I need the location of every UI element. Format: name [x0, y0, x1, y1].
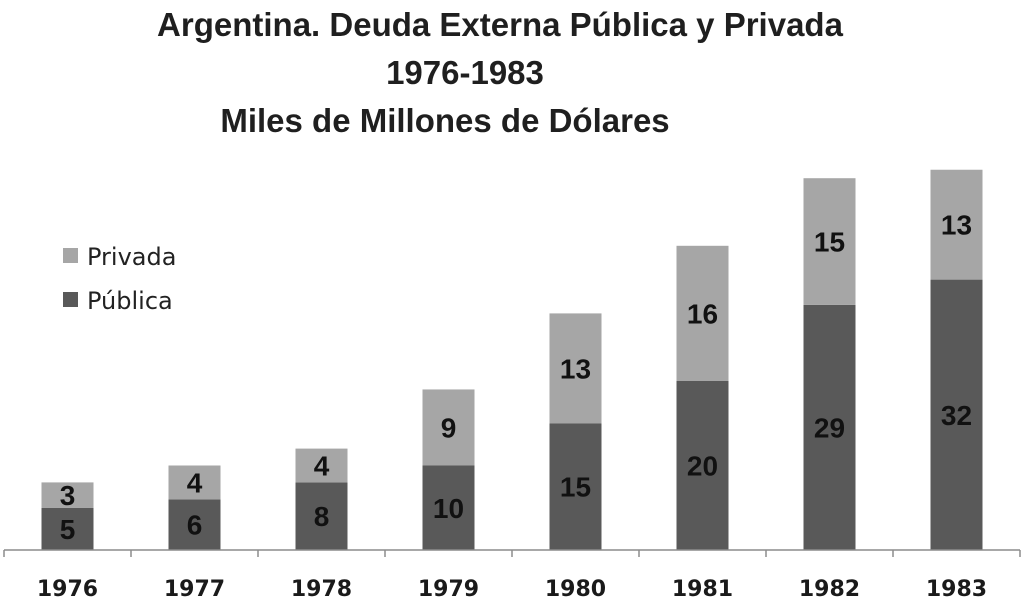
bar-privada-1983 — [930, 169, 983, 280]
bar-privada-1977 — [168, 465, 221, 500]
bar-privada-1982 — [803, 178, 856, 305]
x-tick-label-1976: 1976 — [37, 577, 98, 602]
bar-publica-1983 — [930, 279, 983, 550]
data-label-publica-1977: 6 — [187, 510, 203, 541]
legend-label-publica: Pública — [87, 287, 173, 315]
data-label-privada-1979: 9 — [441, 412, 457, 443]
data-label-publica-1982: 29 — [814, 412, 845, 443]
data-label-privada-1978: 4 — [314, 451, 330, 482]
bars-layer: 53 6 4 8 4 10 9 15 13 20 16 29 15 32 13 — [41, 169, 983, 550]
legend-swatch-privada — [63, 248, 78, 263]
data-label-publica-1980: 15 — [560, 472, 591, 503]
x-tick-label-1978: 1978 — [291, 577, 352, 602]
bar-privada-1978 — [295, 448, 348, 483]
bar-publica-1982 — [803, 304, 856, 550]
x-tick-label-1980: 1980 — [545, 577, 606, 602]
chart-subtitle: 1976-1983 — [386, 54, 544, 91]
x-axis: 1976 1977 1978 1979 1980 1981 1982 1983 — [3, 549, 1021, 602]
data-label-privada-1980: 13 — [560, 353, 591, 384]
x-tick-label-1982: 1982 — [799, 577, 860, 602]
bar-publica-1979 — [422, 465, 475, 550]
legend-swatch-publica — [63, 292, 78, 307]
bar-privada-1979 — [422, 389, 475, 466]
x-tick-label-1983: 1983 — [926, 577, 987, 602]
data-label-privada-1981: 16 — [687, 298, 718, 329]
x-tick-label-1981: 1981 — [672, 577, 733, 602]
data-label-privada-1982: 15 — [814, 227, 845, 258]
data-label-publica-1983: 32 — [941, 400, 972, 431]
data-label-publica-1981: 20 — [687, 451, 718, 482]
x-tick-label-1979: 1979 — [418, 577, 479, 602]
bar-publica-1977 — [168, 499, 221, 550]
chart-unit-label: Miles de Millones de Dólares — [220, 102, 670, 139]
bar-privada-1976 — [41, 482, 94, 508]
bar-privada-1981 — [676, 245, 729, 381]
x-tick-label-1977: 1977 — [164, 577, 225, 602]
legend-label-privada: Privada — [87, 243, 176, 271]
data-label-privada-1983: 13 — [941, 210, 972, 241]
bar-publica-1980 — [549, 423, 602, 550]
chart-title: Argentina. Deuda Externa Pública y Priva… — [157, 6, 843, 43]
data-label-publica-1976: 5 — [60, 514, 76, 545]
bar-privada-1980 — [549, 313, 602, 424]
bar-publica-1981 — [676, 381, 729, 550]
bar-publica-1978 — [295, 482, 348, 550]
data-label-privada-1977: 4 — [187, 467, 203, 498]
bar-publica-1976 — [41, 507, 94, 550]
data-label-publica-1979: 10 — [433, 493, 464, 524]
data-label-privada-1976: 3 — [60, 480, 76, 511]
legend: Privada Pública — [63, 243, 176, 315]
data-label-publica-1978: 8 — [314, 501, 330, 532]
